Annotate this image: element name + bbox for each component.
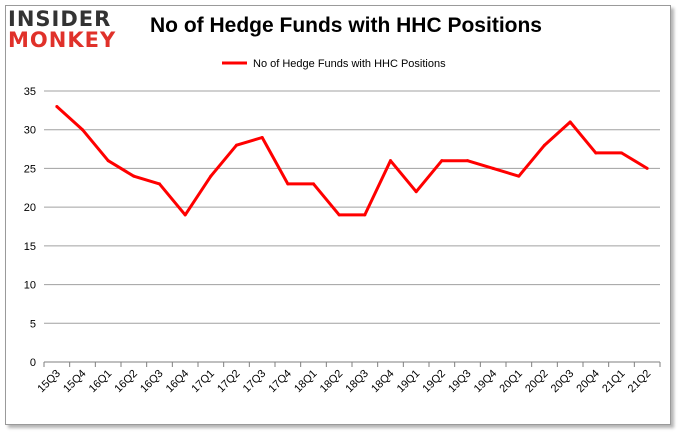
x-tick-label: 18Q4 xyxy=(369,368,397,396)
x-axis: 15Q315Q416Q116Q216Q316Q417Q117Q217Q317Q4… xyxy=(35,361,661,396)
y-tick-label: 0 xyxy=(30,357,36,369)
x-tick-label: 17Q3 xyxy=(241,368,269,396)
data-point xyxy=(620,151,623,155)
y-tick-label: 30 xyxy=(24,125,36,137)
x-tick-label: 17Q1 xyxy=(189,368,217,396)
y-tick-label: 20 xyxy=(24,202,36,214)
y-tick-label: 15 xyxy=(24,241,36,253)
x-tick-label: 17Q2 xyxy=(215,368,243,396)
x-tick-label: 16Q1 xyxy=(87,368,115,396)
x-tick-label: 16Q4 xyxy=(164,368,192,396)
data-point xyxy=(286,182,290,186)
x-tick-label: 21Q1 xyxy=(600,368,628,396)
x-tick-label: 16Q2 xyxy=(112,368,140,396)
data-point xyxy=(209,174,213,178)
data-point xyxy=(235,143,238,147)
data-point xyxy=(568,120,572,124)
data-point xyxy=(55,104,59,108)
data-point xyxy=(414,190,418,194)
series-line xyxy=(55,105,648,217)
y-tick-label: 5 xyxy=(30,318,36,330)
insider-monkey-logo: INSIDER MONKEY xyxy=(8,9,116,51)
y-axis: 0 5 10 15 20 25 30 35 xyxy=(24,86,36,369)
x-tick-label: 19Q2 xyxy=(420,368,448,396)
x-tick-label: 20Q3 xyxy=(549,368,577,396)
x-tick-label: 20Q4 xyxy=(574,368,602,396)
x-tick-label: 19Q1 xyxy=(395,368,423,396)
x-tick-label: 20Q1 xyxy=(497,368,525,396)
x-tick-label: 19Q3 xyxy=(446,368,474,396)
x-tick-label: 18Q2 xyxy=(318,368,346,396)
gridlines xyxy=(44,90,660,363)
data-point xyxy=(363,213,367,217)
data-point xyxy=(594,151,598,155)
data-point xyxy=(158,182,161,186)
data-point xyxy=(312,182,315,186)
data-point xyxy=(337,213,341,217)
data-point xyxy=(81,128,84,132)
x-tick-label: 16Q3 xyxy=(138,368,166,396)
logo-line-2: MONKEY xyxy=(8,28,117,52)
data-point xyxy=(491,166,495,170)
data-point xyxy=(517,174,521,178)
y-tick-label: 10 xyxy=(24,280,36,292)
data-point xyxy=(132,174,136,178)
y-tick-label: 25 xyxy=(24,163,36,175)
x-tick-label: 18Q3 xyxy=(343,368,371,396)
data-point xyxy=(543,143,546,147)
x-tick-label: 15Q4 xyxy=(61,368,89,396)
data-point xyxy=(645,166,649,170)
data-point xyxy=(183,213,187,217)
x-tick-label: 17Q4 xyxy=(266,368,294,396)
y-tick-label: 35 xyxy=(24,86,36,98)
legend-label: No of Hedge Funds with HHC Positions xyxy=(253,58,446,70)
data-point xyxy=(440,159,444,163)
data-point xyxy=(466,159,469,163)
x-tick-label: 15Q3 xyxy=(35,368,63,396)
x-tick-label: 21Q2 xyxy=(626,368,654,396)
data-point xyxy=(389,159,392,163)
x-tick-label: 18Q1 xyxy=(292,368,320,396)
chart-title: No of Hedge Funds with HHC Positions xyxy=(150,14,542,37)
data-point xyxy=(106,159,110,163)
data-point xyxy=(260,135,264,139)
legend: No of Hedge Funds with HHC Positions xyxy=(222,58,446,70)
series-layer xyxy=(55,104,649,217)
logo-line-1: INSIDER xyxy=(8,7,112,31)
x-tick-label: 19Q4 xyxy=(472,368,500,396)
x-tick-label: 20Q2 xyxy=(523,368,551,396)
